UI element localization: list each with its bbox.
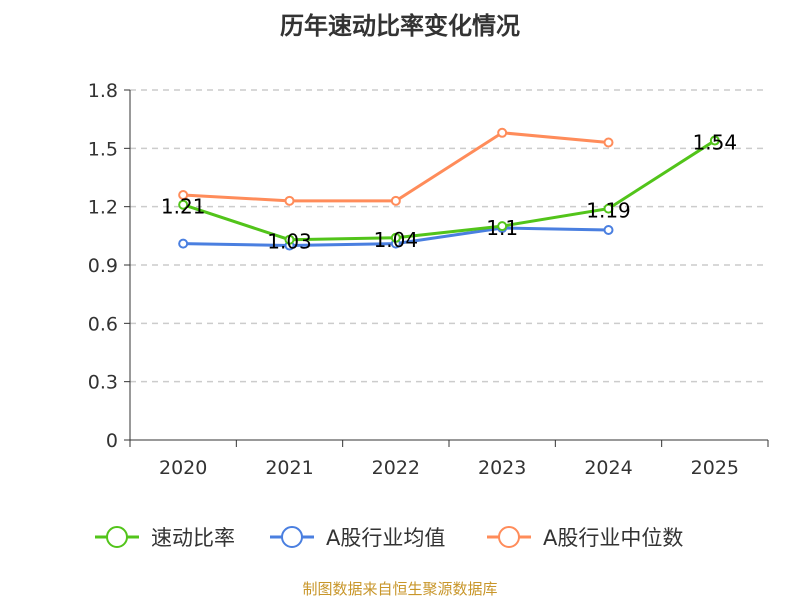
y-tick-label: 0.3	[88, 372, 118, 394]
data-label: 1.03	[267, 230, 312, 254]
data-point	[497, 221, 508, 232]
data-point	[178, 199, 189, 210]
y-tick-label: 1.2	[88, 197, 118, 219]
x-tick-label: 2025	[691, 457, 739, 479]
y-tick-label: 0.6	[88, 313, 118, 335]
data-point	[603, 225, 614, 235]
x-tick-label: 2024	[584, 457, 632, 479]
data-point	[603, 203, 614, 214]
x-tick-label: 2023	[478, 457, 526, 479]
data-point	[603, 137, 614, 148]
data-point	[284, 195, 295, 206]
legend-label: 速动比率	[151, 526, 235, 550]
legend-label: A股行业均值	[326, 526, 445, 550]
x-tick-label: 2021	[265, 457, 313, 479]
legend-marker	[281, 526, 303, 548]
data-label: 1.1	[486, 216, 518, 240]
series-line	[182, 139, 716, 242]
data-label: 1.21	[161, 195, 206, 219]
legend-label: A股行业中位数	[543, 526, 683, 550]
data-label: 1.19	[586, 199, 631, 223]
y-tick-label: 0	[106, 430, 118, 452]
y-tick-label: 0.9	[88, 255, 118, 277]
source-footer: 制图数据来自恒生聚源数据库	[302, 580, 498, 598]
chart-title: 历年速动比率变化情况	[280, 12, 520, 40]
data-label: 1.54	[693, 131, 738, 155]
x-tick-label: 2022	[372, 457, 420, 479]
data-point	[709, 135, 720, 146]
legend-marker	[498, 526, 520, 548]
series-line	[183, 131, 609, 203]
y-tick-label: 1.5	[88, 138, 118, 160]
y-tick-label: 1.8	[88, 80, 118, 102]
data-point	[497, 127, 508, 138]
data-point	[178, 238, 189, 249]
data-label: 1.04	[374, 228, 419, 252]
legend-marker	[106, 526, 128, 548]
data-point	[178, 190, 189, 200]
data-point	[390, 195, 401, 206]
data-point	[390, 232, 401, 243]
data-point	[284, 234, 295, 245]
x-tick-label: 2020	[159, 457, 207, 479]
